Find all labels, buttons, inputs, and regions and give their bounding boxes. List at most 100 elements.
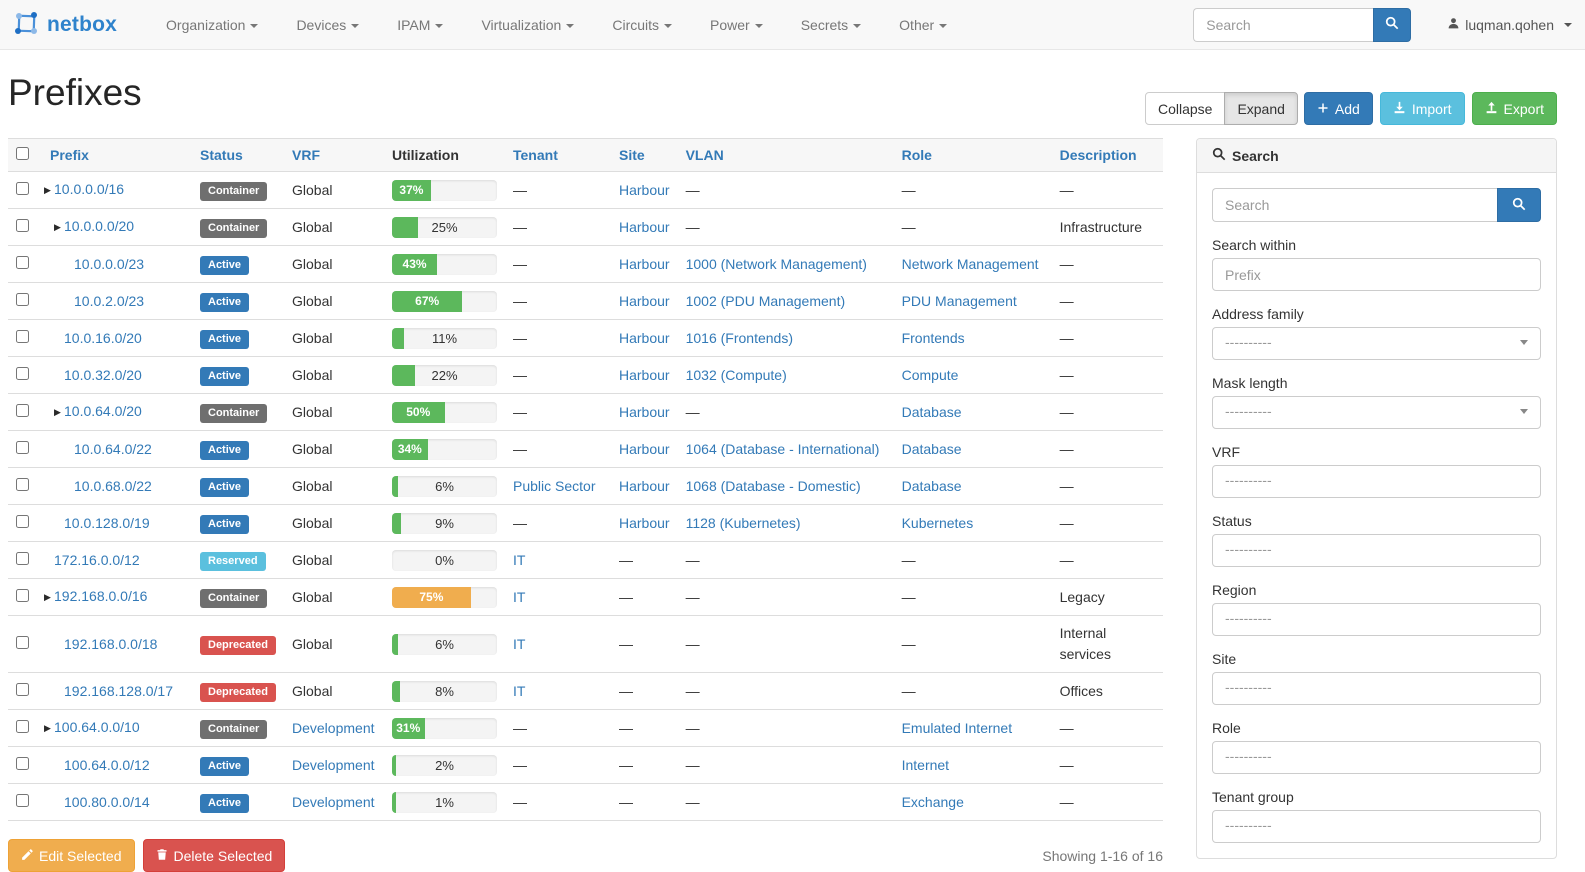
role-link[interactable]: Compute [901,366,959,383]
row-checkbox[interactable] [16,292,29,306]
role-link[interactable]: Network Management [901,255,1039,272]
mask-length-select[interactable]: ---------- [1212,396,1541,429]
prefix-link[interactable]: 100.64.0.0/10 [54,719,140,735]
address-family-select[interactable]: ---------- [1212,327,1541,360]
prefix-link[interactable]: 10.0.32.0/20 [64,366,142,383]
region-select[interactable]: ---------- [1212,603,1541,636]
netbox-logo[interactable]: netbox [13,10,117,40]
status-select[interactable]: ---------- [1212,534,1541,567]
prefix-link[interactable]: 100.64.0.0/12 [64,756,150,773]
add-button[interactable]: Add [1303,92,1373,125]
prefix-link[interactable]: 10.0.64.0/22 [74,440,152,457]
vlan-link[interactable]: 1032 (Compute) [685,366,787,383]
search-within-input[interactable] [1212,258,1541,291]
site-link[interactable]: Harbour [619,403,670,420]
site-link[interactable]: Harbour [619,329,670,346]
prefix-link[interactable]: 10.0.64.0/20 [64,403,142,419]
prefix-link[interactable]: 10.0.0.0/20 [64,218,135,234]
role-link[interactable]: Frontends [901,329,965,346]
import-button[interactable]: Import [1379,92,1465,125]
site-link[interactable]: Harbour [619,366,670,383]
role-select[interactable]: ---------- [1212,741,1541,774]
expand-button[interactable]: Expand [1224,92,1298,125]
row-checkbox[interactable] [16,551,29,565]
row-checkbox[interactable] [16,588,29,602]
nav-menu-organization[interactable]: Organization [147,2,277,48]
row-checkbox[interactable] [16,329,29,343]
delete-selected-button[interactable]: Delete Selected [142,839,286,872]
export-button[interactable]: Export [1471,92,1557,125]
column-header-tenant[interactable]: Tenant [505,138,611,172]
collapse-button[interactable]: Collapse [1144,92,1226,125]
vlan-link[interactable]: 1000 (Network Management) [685,255,867,272]
global-search-button[interactable] [1373,7,1412,42]
column-header-vlan[interactable]: VLAN [677,138,894,172]
role-link[interactable]: Exchange [901,793,964,810]
tenant-group-select[interactable]: ---------- [1212,810,1541,843]
column-header-status[interactable]: Status [192,138,284,172]
prefix-link[interactable]: 192.168.0.0/16 [54,588,148,604]
tenant-link[interactable]: IT [513,588,526,605]
row-checkbox[interactable] [16,255,29,269]
role-link[interactable]: PDU Management [901,292,1017,309]
prefix-link[interactable]: 10.0.68.0/22 [74,477,152,494]
vrf-select[interactable]: ---------- [1212,465,1541,498]
vlan-link[interactable]: 1064 (Database - International) [685,440,880,457]
site-link[interactable]: Harbour [619,514,670,531]
prefix-link[interactable]: 10.0.0.0/23 [74,255,145,272]
filter-search-button[interactable] [1497,188,1541,222]
prefix-link[interactable]: 172.16.0.0/12 [54,551,140,568]
vlan-link[interactable]: 1016 (Frontends) [685,329,793,346]
row-checkbox[interactable] [16,403,29,417]
edit-selected-button[interactable]: Edit Selected [8,839,135,872]
row-checkbox[interactable] [16,635,29,649]
nav-menu-secrets[interactable]: Secrets [782,2,880,48]
prefix-link[interactable]: 192.168.0.0/18 [64,635,158,652]
column-header-site[interactable]: Site [611,138,678,172]
prefix-link[interactable]: 100.80.0.0/14 [64,793,150,810]
user-menu[interactable]: luqman.qohen [1447,17,1572,33]
prefix-link[interactable]: 10.0.2.0/23 [74,292,145,309]
role-link[interactable]: Database [901,477,962,494]
site-link[interactable]: Harbour [619,181,670,198]
row-checkbox[interactable] [16,181,29,195]
column-header-vrf[interactable]: VRF [284,138,384,172]
row-checkbox[interactable] [16,366,29,380]
role-link[interactable]: Database [901,403,962,420]
row-checkbox[interactable] [16,682,29,696]
row-checkbox[interactable] [16,719,29,733]
row-checkbox[interactable] [16,793,29,807]
tenant-link[interactable]: Public Sector [513,477,596,494]
tenant-link[interactable]: IT [513,551,526,568]
row-checkbox[interactable] [16,440,29,454]
filter-search-input[interactable] [1212,188,1497,222]
nav-menu-virtualization[interactable]: Virtualization [462,2,593,48]
nav-menu-devices[interactable]: Devices [277,2,378,48]
role-link[interactable]: Database [901,440,962,457]
site-link[interactable]: Harbour [619,292,670,309]
site-link[interactable]: Harbour [619,218,670,235]
role-link[interactable]: Internet [901,756,950,773]
nav-menu-circuits[interactable]: Circuits [593,2,691,48]
site-link[interactable]: Harbour [619,477,670,494]
nav-menu-ipam[interactable]: IPAM [378,2,462,48]
column-header-role[interactable]: Role [893,138,1052,172]
nav-menu-power[interactable]: Power [691,2,782,48]
role-link[interactable]: Emulated Internet [901,719,1013,736]
vrf-link[interactable]: Development [292,756,375,773]
column-header-prefix[interactable]: Prefix [42,138,192,172]
row-checkbox[interactable] [16,756,29,770]
column-header-description[interactable]: Description [1051,138,1163,172]
nav-menu-other[interactable]: Other [880,2,966,48]
prefix-link[interactable]: 192.168.128.0/17 [64,682,173,699]
row-checkbox[interactable] [16,218,29,232]
prefix-link[interactable]: 10.0.16.0/20 [64,329,142,346]
vrf-link[interactable]: Development [292,793,375,810]
prefix-link[interactable]: 10.0.128.0/19 [64,514,150,531]
vlan-link[interactable]: 1002 (PDU Management) [685,292,846,309]
select-all-checkbox[interactable] [16,147,29,160]
vrf-link[interactable]: Development [292,719,375,736]
global-search-input[interactable] [1193,7,1374,42]
site-select[interactable]: ---------- [1212,672,1541,705]
site-link[interactable]: Harbour [619,440,670,457]
